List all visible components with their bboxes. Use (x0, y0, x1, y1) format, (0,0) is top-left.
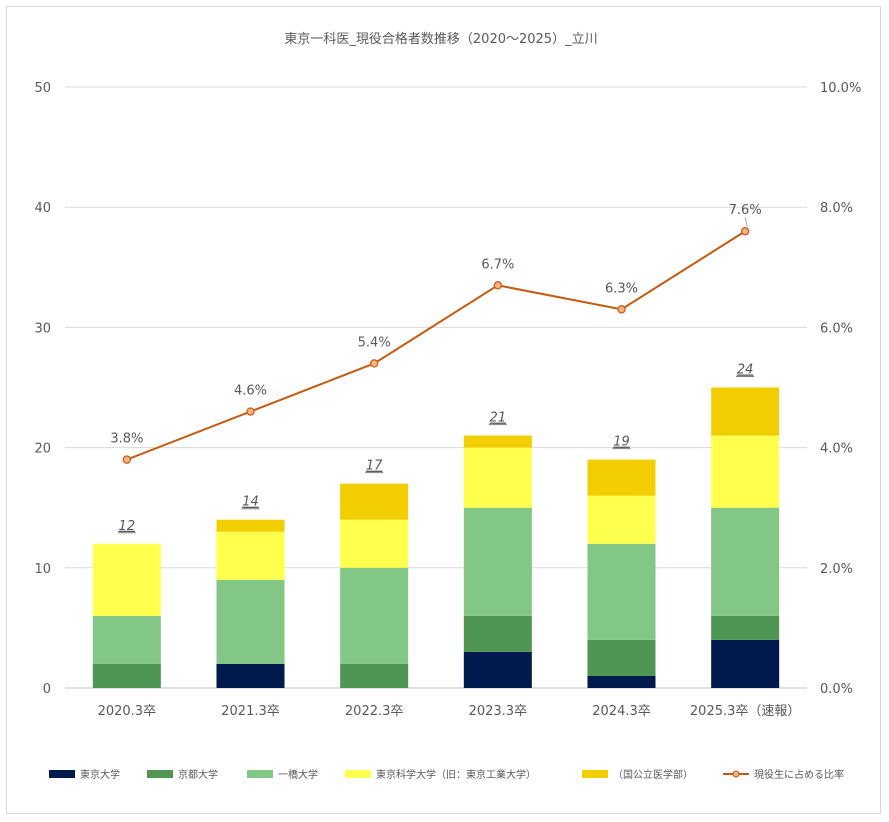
legend-label: （国公立医学部） (613, 768, 693, 781)
y-tick-label: 40 (34, 201, 51, 216)
bar-segment (587, 495, 656, 544)
y-tick-label: 0 (43, 682, 51, 697)
ratio-label: 6.3% (605, 281, 638, 296)
total-label: 19 (613, 435, 630, 450)
y2-tick-label: 0.0% (820, 682, 853, 697)
total-label: 21 (490, 411, 507, 426)
x-tick-label: 2021.3卒 (221, 704, 280, 719)
total-label: 12 (119, 519, 136, 534)
bar-segment (340, 567, 409, 664)
bar-segment (463, 435, 532, 448)
bar-segment (711, 507, 780, 616)
y-tick-label: 10 (34, 562, 51, 577)
left-axis: 0 10 20 30 40 50 (34, 81, 51, 697)
bars (92, 387, 780, 688)
x-tick-label: 2022.3卒 (345, 704, 404, 719)
total-label: 17 (366, 459, 383, 474)
bar-segment (463, 507, 532, 616)
y2-tick-label: 4.0% (820, 442, 853, 457)
legend-label: 東京大学 (80, 768, 120, 781)
bar-segment (587, 675, 656, 688)
bar-segment (216, 531, 285, 580)
legend-swatch (345, 770, 371, 778)
bar-segment (92, 615, 161, 664)
total-labels: 12 14 17 21 19 24 (117, 363, 755, 534)
ratio-point (617, 305, 626, 314)
legend-label: 一橋大学 (278, 768, 318, 781)
chart: 東京一科医_現役合格者数推移（2020～2025）_立川 0 10 20 30 40 50… (34, 31, 861, 781)
bar-segment (340, 519, 409, 568)
bar-segment (92, 543, 161, 616)
bar-segment (340, 483, 409, 520)
legend-label: 現役生に占める比率 (754, 768, 844, 781)
bar-segment (463, 615, 532, 652)
grid-lines (65, 86, 807, 689)
bar-segment (587, 543, 656, 640)
legend: 東京大学 京都大学 一橋大学 東京科学大学（旧：東京工業大学） （国公立医学部） 現役生に… (49, 768, 844, 781)
ratio-label: 4.6% (234, 384, 267, 399)
y2-tick-label: 8.0% (820, 201, 853, 216)
legend-label: 京都大学 (178, 768, 218, 781)
ratio-label: 7.6% (729, 203, 762, 218)
bar-segment (587, 639, 656, 676)
y2-tick-label: 6.0% (820, 321, 853, 336)
bar-segment (463, 447, 532, 508)
ratio-line-path (126, 230, 746, 461)
legend-swatch (147, 770, 173, 778)
y2-tick-label: 2.0% (820, 562, 853, 577)
bar-segment (92, 663, 161, 688)
bar-segment (340, 663, 409, 688)
y-tick-label: 50 (34, 81, 51, 96)
legend-line-marker (732, 770, 740, 778)
legend-swatch (582, 770, 608, 778)
bar-segment (711, 639, 780, 688)
x-tick-label: 2024.3卒 (592, 704, 651, 719)
bar-segment (216, 579, 285, 664)
chart-title: 東京一科医_現役合格者数推移（2020～2025）_立川 (284, 31, 597, 47)
total-label: 14 (242, 495, 259, 510)
legend-label: 東京科学大学（旧：東京工業大学） (376, 768, 536, 781)
x-axis-labels: 2020.3卒 2021.3卒 2022.3卒 2023.3卒 2024.3卒 2025.… (98, 704, 801, 719)
ratio-point (122, 455, 132, 464)
bar-segment (711, 615, 780, 640)
y-tick-label: 30 (34, 321, 51, 336)
ratio-line: 3.8% 4.6% 5.4% 6.7% 6.3% 7.6% (110, 203, 762, 464)
bar-segment (711, 387, 780, 436)
right-axis: 0.0% 2.0% 4.0% 6.0% 8.0% 10.0% (820, 81, 861, 697)
ratio-point (246, 407, 255, 416)
y-tick-label: 20 (34, 442, 51, 457)
bar-segment (711, 435, 780, 508)
ratio-point (369, 359, 379, 368)
bar-segment (587, 459, 656, 496)
bar-segment (216, 663, 285, 688)
bar-segment (216, 519, 285, 532)
legend-swatch (49, 770, 75, 778)
ratio-point (740, 227, 750, 236)
y2-tick-label: 10.0% (820, 81, 861, 96)
x-tick-label: 2020.3卒 (98, 704, 157, 719)
chart-frame: 東京一科医_現役合格者数推移（2020～2025）_立川 0 10 20 30 40 50… (6, 6, 881, 814)
ratio-point (493, 281, 503, 290)
total-label: 24 (737, 363, 754, 378)
ratio-label: 6.7% (481, 257, 514, 272)
legend-swatch (247, 770, 273, 778)
ratio-label: 5.4% (358, 335, 391, 350)
ratio-label: 3.8% (110, 432, 143, 447)
ratio-label-leader (744, 217, 748, 227)
x-tick-label: 2025.3卒（速報） (690, 704, 801, 719)
x-tick-label: 2023.3卒 (469, 704, 528, 719)
bar-segment (463, 651, 532, 688)
